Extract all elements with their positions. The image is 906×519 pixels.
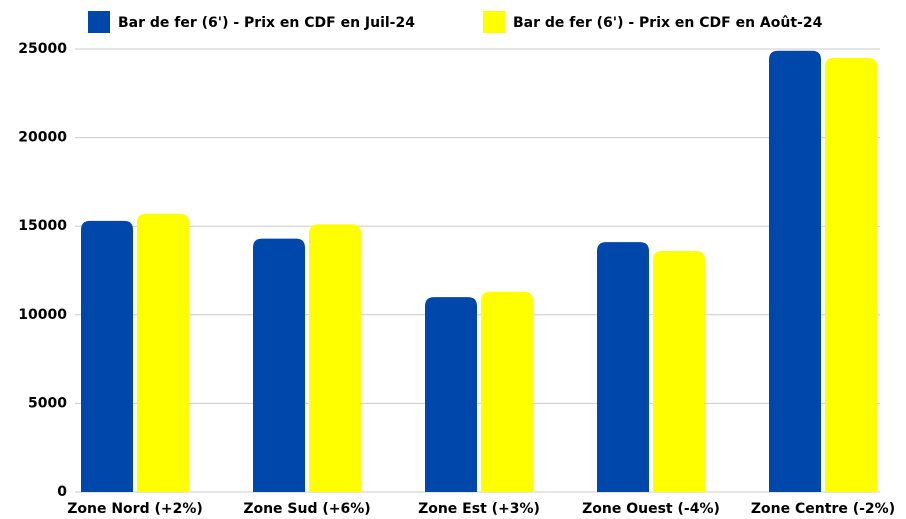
bar [769, 50, 821, 492]
bar [653, 251, 705, 492]
y-tick-label: 10000 [18, 307, 67, 323]
y-tick-label: 5000 [28, 395, 67, 411]
bar [137, 213, 189, 492]
x-tick-label: Zone Sud (+6%) [243, 501, 370, 517]
x-tick-label: Zone Nord (+2%) [67, 501, 203, 517]
bar [81, 220, 133, 492]
bar [597, 242, 649, 492]
y-tick-label: 25000 [18, 41, 67, 57]
bar [253, 238, 305, 492]
legend-swatch [483, 11, 505, 33]
legend-swatch [88, 11, 110, 33]
y-tick-label: 0 [57, 484, 67, 500]
bar [425, 297, 477, 492]
x-tick-label: Zone Est (+3%) [418, 501, 540, 517]
x-tick-label: Zone Centre (-2%) [751, 501, 895, 517]
y-tick-label: 15000 [18, 218, 67, 234]
x-tick-label: Zone Ouest (-4%) [582, 501, 720, 517]
bar [309, 224, 361, 493]
bar [825, 57, 877, 493]
legend-label: Bar de fer (6') - Prix en CDF en Août-24 [513, 15, 823, 31]
y-tick-label: 20000 [18, 130, 67, 146]
legend-label: Bar de fer (6') - Prix en CDF en Juil-24 [118, 15, 415, 31]
bar [481, 291, 533, 492]
